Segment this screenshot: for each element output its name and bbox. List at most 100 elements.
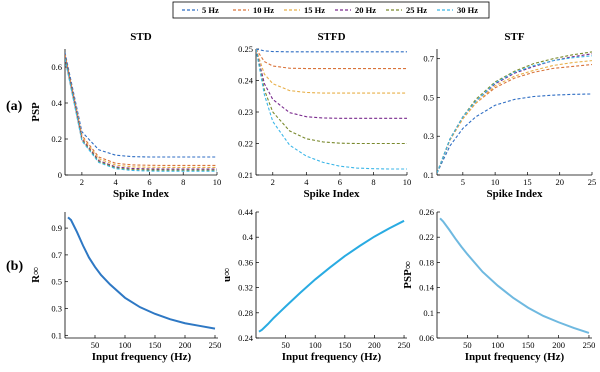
y-tick-label: 0.7: [423, 54, 434, 64]
y-tick-label: 0: [58, 170, 62, 180]
x-tick-label: 6: [147, 177, 151, 187]
legend-label-3: 20 Hz: [355, 5, 376, 15]
x-tick-label: 25: [588, 177, 597, 187]
x-axis-label: Spike Index: [113, 188, 169, 200]
x-axis-label: Input frequency (Hz): [465, 351, 565, 363]
panel-rinf: 50 100 150 200 250 0.1 0.3 0.5 0.7 0.9 Input frequ…: [30, 212, 221, 363]
y-tick-label: 0.24: [238, 333, 254, 343]
y-axis-label: PSP: [30, 102, 42, 122]
x-tick-label: 4: [114, 177, 119, 187]
panel-title: STF: [504, 31, 524, 43]
x-tick-label: 50: [281, 340, 290, 350]
y-tick-label: 0.4: [51, 98, 62, 108]
x-tick-label: 8: [371, 177, 375, 187]
y-tick-label: 0.1: [51, 330, 62, 340]
x-tick-label: 10: [403, 177, 412, 187]
x-axis-label: Input frequency (Hz): [282, 351, 382, 363]
legend-box: [172, 1, 490, 19]
y-tick-label: 0.22: [238, 139, 253, 149]
series-line-15-hz: [256, 48, 407, 94]
x-tick-label: 150: [522, 340, 535, 350]
x-tick-label: 200: [179, 340, 192, 350]
y-tick-label: 0.21: [238, 170, 253, 180]
x-tick-label: 150: [338, 340, 351, 350]
y-tick-label: 0.5: [423, 92, 434, 102]
y-tick-label: 0.32: [238, 283, 253, 293]
x-tick-label: 10: [491, 177, 500, 187]
y-axis-label: PSP∞: [402, 261, 414, 289]
x-tick-label: 150: [149, 340, 162, 350]
y-axis-label: u∞: [221, 268, 233, 282]
series-line-5-hz: [65, 52, 217, 158]
x-tick-label: 2: [271, 177, 275, 187]
y-tick-label: 0.7: [51, 250, 62, 260]
y-tick-label: 0.22: [419, 232, 434, 242]
x-tick-label: 100: [309, 340, 322, 350]
series-line-15-hz: [437, 60, 592, 174]
legend: 5 Hz 10 Hz 15 Hz 20 Hz 25 Hz 30 Hz: [172, 1, 490, 19]
y-tick-label: 0.3: [51, 304, 62, 314]
series-line-25-hz: [65, 57, 217, 171]
y-tick-label: 0.44: [238, 207, 254, 217]
panel-uinf: 50 100 150 200 250 0.24 0.28 0.32 0.36 0.4 0.44 Inp…: [221, 207, 410, 363]
panel-title: STFD: [317, 31, 345, 43]
y-tick-label: 0.4: [242, 232, 253, 242]
x-tick-label: 50: [463, 340, 472, 350]
series-line-uinf: [258, 219, 405, 333]
y-tick-label: 0.36: [238, 257, 253, 267]
series-line-5-hz: [437, 93, 592, 174]
x-tick-label: 8: [181, 177, 185, 187]
series-line-20-hz: [65, 56, 217, 170]
x-axis-label: Input frequency (Hz): [92, 351, 192, 363]
x-tick-label: 200: [368, 340, 381, 350]
y-tick-label: 0.14: [419, 283, 435, 293]
y-tick-label: 0.1: [423, 170, 434, 180]
y-tick-label: 0.6: [51, 62, 62, 72]
panel-std: 2 4 6 8 10 0 0.2 0.4 0.6 STD Spike Index PSP: [30, 31, 221, 200]
y-tick-label: 0.26: [419, 207, 434, 217]
y-tick-label: 0.24: [238, 76, 254, 86]
y-tick-label: 0.23: [238, 107, 253, 117]
y-tick-label: 0.1: [423, 308, 434, 318]
legend-label-2: 15 Hz: [304, 5, 325, 15]
series-line-10-hz: [437, 63, 592, 174]
y-tick-label: 0.06: [419, 333, 434, 343]
series-line-pspinf: [439, 217, 590, 334]
panel-stfd: 2 4 6 8 10 0.21 0.22 0.23 0.24 0.25 STFD Spike Inde…: [238, 31, 411, 200]
x-tick-label: 200: [552, 340, 565, 350]
series-line-10-hz: [65, 54, 217, 167]
panel-title: STD: [130, 31, 151, 43]
y-tick-label: 0.25: [238, 44, 253, 54]
series-line-20-hz: [256, 48, 407, 119]
x-axis-label: Spike Index: [304, 188, 360, 200]
panel-stf: 5 10 15 20 25 0.1 0.3 0.5 0.7 STF Spike Index: [423, 31, 596, 200]
x-tick-label: 20: [555, 177, 564, 187]
series-line-5-hz: [256, 48, 407, 53]
x-tick-label: 250: [209, 340, 222, 350]
x-axis-label: Spike Index: [487, 188, 543, 200]
x-tick-label: 5: [461, 177, 465, 187]
y-tick-label: 0.2: [51, 134, 62, 144]
series-line-15-hz: [65, 56, 217, 168]
series-line-25-hz: [256, 48, 407, 145]
x-tick-label: 4: [304, 177, 309, 187]
series-line-25-hz: [437, 51, 592, 174]
x-tick-label: 50: [91, 340, 100, 350]
series-line-30-hz: [256, 48, 407, 170]
legend-label-5: 30 Hz: [457, 5, 478, 15]
panel-pspinf: 50 100 150 200 250 0.06 0.1 0.14 0.18 0.22 0.26 Inp…: [402, 207, 595, 363]
series-line-10-hz: [256, 48, 407, 70]
x-tick-label: 15: [523, 177, 532, 187]
y-tick-label: 0.9: [51, 223, 62, 233]
legend-label-4: 25 Hz: [406, 5, 427, 15]
y-axis-label: R∞: [30, 267, 42, 283]
legend-label-1: 10 Hz: [253, 5, 274, 15]
series-line-30-hz: [437, 55, 592, 174]
legend-label-0: 5 Hz: [202, 5, 219, 15]
y-tick-label: 0.28: [238, 308, 253, 318]
row-label-a: (a): [6, 99, 23, 114]
x-tick-label: 100: [491, 340, 504, 350]
y-tick-label: 0.5: [51, 277, 62, 287]
x-tick-label: 6: [338, 177, 342, 187]
